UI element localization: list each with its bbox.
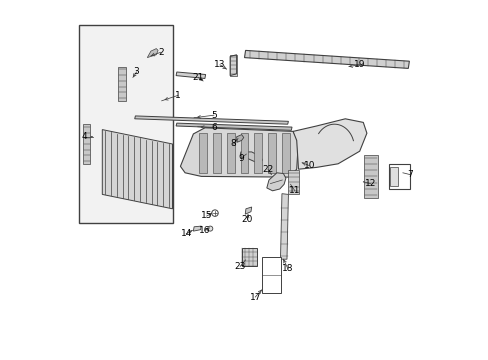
Text: 4: 4: [81, 132, 87, 141]
Text: 9: 9: [238, 154, 244, 163]
Polygon shape: [236, 135, 244, 142]
Polygon shape: [240, 152, 262, 163]
Text: 3: 3: [133, 68, 139, 77]
Text: 20: 20: [241, 215, 253, 224]
Bar: [387, 164, 409, 189]
Circle shape: [207, 226, 212, 231]
Polygon shape: [240, 133, 248, 173]
Bar: [230, 55, 236, 76]
Polygon shape: [244, 207, 251, 214]
Text: 15: 15: [201, 211, 212, 220]
Bar: [241, 248, 256, 266]
Text: 16: 16: [199, 226, 210, 235]
Bar: [261, 257, 280, 293]
Text: 19: 19: [353, 60, 365, 69]
Text: 12: 12: [364, 179, 375, 188]
Bar: [83, 124, 90, 164]
Text: 23: 23: [234, 262, 245, 271]
Polygon shape: [134, 116, 288, 124]
Text: 1: 1: [175, 91, 181, 100]
Text: 17: 17: [249, 292, 261, 302]
Polygon shape: [266, 173, 285, 191]
Bar: [363, 155, 377, 198]
Text: 11: 11: [288, 186, 300, 195]
Text: 10: 10: [303, 161, 314, 170]
Polygon shape: [213, 133, 221, 173]
Text: 22: 22: [262, 165, 273, 174]
Text: 21: 21: [192, 73, 203, 82]
Text: 5: 5: [211, 111, 216, 120]
Text: 8: 8: [230, 139, 236, 148]
Polygon shape: [267, 133, 275, 173]
Polygon shape: [244, 50, 408, 68]
Polygon shape: [292, 119, 366, 169]
Bar: [288, 170, 299, 194]
Polygon shape: [147, 49, 158, 58]
Text: 2: 2: [158, 48, 163, 57]
Text: 18: 18: [282, 264, 293, 273]
Text: 7: 7: [407, 170, 412, 179]
Polygon shape: [226, 133, 234, 173]
Bar: [389, 167, 397, 186]
Polygon shape: [254, 133, 262, 173]
Polygon shape: [281, 133, 289, 173]
Text: 6: 6: [211, 123, 216, 132]
Bar: [118, 67, 126, 101]
Polygon shape: [102, 130, 172, 209]
Text: 13: 13: [214, 60, 225, 69]
Bar: [79, 25, 172, 223]
Polygon shape: [280, 194, 288, 259]
Polygon shape: [176, 72, 205, 78]
Text: 14: 14: [180, 230, 191, 239]
Polygon shape: [180, 128, 298, 177]
Circle shape: [211, 210, 218, 216]
Polygon shape: [176, 123, 291, 130]
Polygon shape: [199, 133, 207, 173]
Polygon shape: [193, 226, 201, 231]
